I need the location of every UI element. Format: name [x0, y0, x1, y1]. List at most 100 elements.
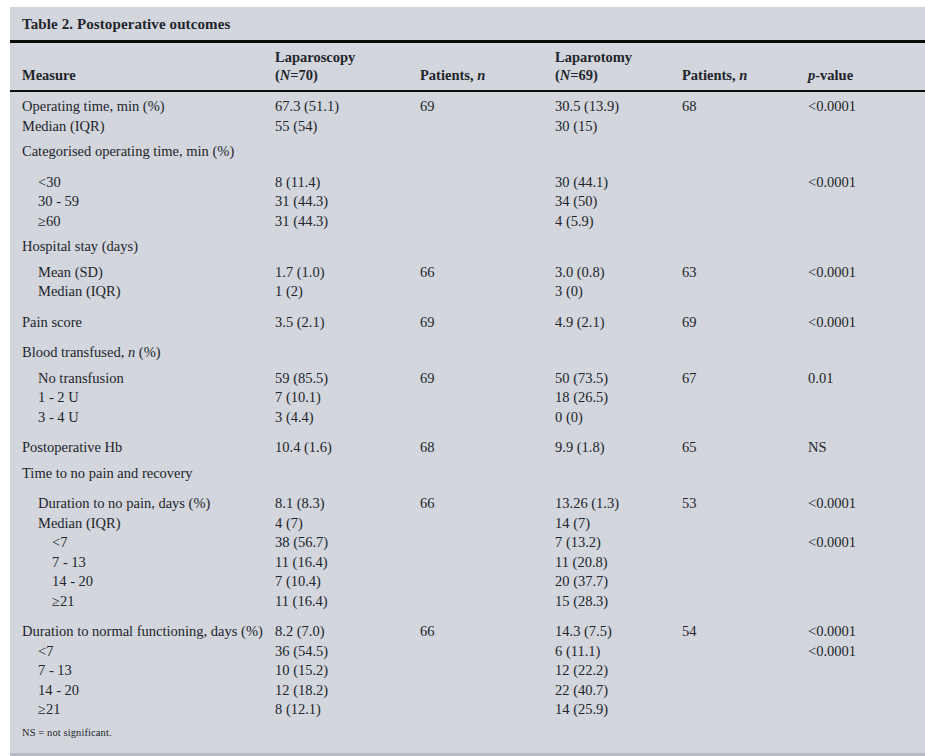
cell-laparotomy-value: 13.26 (1.3) — [555, 483, 682, 514]
cell-laparotomy-value: 4.9 (2.1) — [555, 302, 682, 333]
cell-p-value — [808, 332, 925, 363]
table-row: <7 38 (56.7) 7 (13.2) <0.0001 — [10, 533, 925, 553]
cell-laparotomy-value: 30 (44.1) — [555, 162, 682, 193]
cell-p-value: <0.0001 — [808, 302, 925, 333]
cell-laparoscopy-value: 10.4 (1.6) — [275, 427, 420, 458]
cell-patients-laparotomy — [682, 572, 808, 592]
table-row: ≥60 31 (44.3) 4 (5.9) — [10, 212, 925, 232]
cell-patients-laparoscopy — [420, 192, 555, 212]
cell-patients-laparoscopy: 66 — [420, 611, 555, 642]
cell-p-value — [808, 572, 925, 592]
cell-patients-laparoscopy — [420, 231, 555, 257]
cell-laparoscopy-value: 8.2 (7.0) — [275, 611, 420, 642]
cell-measure: <7 — [10, 533, 275, 553]
cell-patients-laparotomy: 65 — [682, 427, 808, 458]
cell-p-value — [808, 408, 925, 428]
table-row: 7 - 13 11 (16.4) 11 (20.8) — [10, 553, 925, 573]
postoperative-outcomes-table: Measure Laparoscopy (N=70) Patients, n L… — [10, 43, 925, 720]
cell-p-value: <0.0001 — [808, 162, 925, 193]
cell-laparoscopy-value: 10 (15.2) — [275, 661, 420, 681]
cell-measure: 1 - 2 U — [10, 388, 275, 408]
cell-measure: Postoperative Hb — [10, 427, 275, 458]
cell-patients-laparotomy: 63 — [682, 257, 808, 283]
cell-patients-laparotomy — [682, 642, 808, 662]
cell-patients-laparotomy — [682, 117, 808, 137]
cell-measure: 3 - 4 U — [10, 408, 275, 428]
cell-patients-laparoscopy — [420, 212, 555, 232]
cell-patients-laparotomy — [682, 533, 808, 553]
cell-laparotomy-value: 14.3 (7.5) — [555, 611, 682, 642]
laparoscopy-n-label: (N=70) — [275, 66, 420, 84]
cell-patients-laparoscopy — [420, 408, 555, 428]
cell-p-value — [808, 514, 925, 534]
col-header-patients-laparoscopy: Patients, n — [420, 43, 555, 91]
cell-laparotomy-value: 0 (0) — [555, 408, 682, 428]
cell-laparoscopy-value — [275, 136, 420, 162]
table-row: Duration to normal functioning, days (%)… — [10, 611, 925, 642]
cell-p-value — [808, 117, 925, 137]
cell-laparoscopy-value — [275, 332, 420, 363]
cell-p-value — [808, 661, 925, 681]
cell-measure: Hospital stay (days) — [10, 231, 275, 257]
table-row: <7 36 (54.5) 6 (11.1) <0.0001 — [10, 642, 925, 662]
cell-measure: Median (IQR) — [10, 282, 275, 302]
cell-patients-laparotomy: 68 — [682, 91, 808, 117]
table-row: 7 - 13 10 (15.2) 12 (22.2) — [10, 661, 925, 681]
cell-laparotomy-value — [555, 458, 682, 484]
cell-p-value — [808, 458, 925, 484]
cell-patients-laparoscopy — [420, 661, 555, 681]
cell-patients-laparoscopy: 69 — [420, 363, 555, 389]
cell-laparotomy-value: 9.9 (1.8) — [555, 427, 682, 458]
cell-laparotomy-value: 7 (13.2) — [555, 533, 682, 553]
cell-patients-laparoscopy: 66 — [420, 257, 555, 283]
cell-patients-laparotomy — [682, 700, 808, 720]
cell-laparoscopy-value: 31 (44.3) — [275, 212, 420, 232]
table-body: Operating time, min (%) 67.3 (51.1) 69 3… — [10, 91, 925, 720]
cell-laparoscopy-value: 1 (2) — [275, 282, 420, 302]
cell-patients-laparotomy — [682, 661, 808, 681]
table-row: Hospital stay (days) — [10, 231, 925, 257]
cell-patients-laparotomy — [682, 514, 808, 534]
table-title: Table 2. Postoperative outcomes — [10, 7, 925, 40]
cell-patients-laparoscopy — [420, 332, 555, 363]
cell-laparoscopy-value: 4 (7) — [275, 514, 420, 534]
cell-patients-laparoscopy — [420, 533, 555, 553]
cell-measure: Duration to no pain, days (%) — [10, 483, 275, 514]
cell-laparoscopy-value: 8.1 (8.3) — [275, 483, 420, 514]
cell-laparotomy-value: 3.0 (0.8) — [555, 257, 682, 283]
cell-patients-laparotomy — [682, 681, 808, 701]
table-row: 3 - 4 U 3 (4.4) 0 (0) — [10, 408, 925, 428]
cell-measure: ≥21 — [10, 700, 275, 720]
cell-patients-laparoscopy — [420, 282, 555, 302]
col-header-patients-laparotomy: Patients, n — [682, 43, 808, 91]
cell-measure: Duration to normal functioning, days (%) — [10, 611, 275, 642]
table-row: Pain score 3.5 (2.1) 69 4.9 (2.1) 69 <0.… — [10, 302, 925, 333]
header-row: Measure Laparoscopy (N=70) Patients, n L… — [10, 43, 925, 91]
cell-p-value — [808, 282, 925, 302]
cell-laparotomy-value: 50 (73.5) — [555, 363, 682, 389]
cell-laparoscopy-value: 3 (4.4) — [275, 408, 420, 428]
cell-laparotomy-value: 4 (5.9) — [555, 212, 682, 232]
table-row: Time to no pain and recovery — [10, 458, 925, 484]
cell-laparoscopy-value: 11 (16.4) — [275, 592, 420, 612]
cell-p-value — [808, 592, 925, 612]
col-header-p-value: p-value — [808, 43, 925, 91]
cell-patients-laparotomy — [682, 332, 808, 363]
cell-laparoscopy-value: 8 (12.1) — [275, 700, 420, 720]
cell-measure: 14 - 20 — [10, 681, 275, 701]
cell-p-value: <0.0001 — [808, 257, 925, 283]
cell-patients-laparotomy: 69 — [682, 302, 808, 333]
cell-patients-laparoscopy — [420, 162, 555, 193]
cell-measure: 7 - 13 — [10, 553, 275, 573]
col-header-measure: Measure — [10, 43, 275, 91]
cell-patients-laparoscopy — [420, 136, 555, 162]
cell-measure: Blood transfused, n (%) — [10, 332, 275, 363]
cell-patients-laparotomy — [682, 162, 808, 193]
cell-measure: 14 - 20 — [10, 572, 275, 592]
cell-laparoscopy-value: 55 (54) — [275, 117, 420, 137]
cell-patients-laparotomy — [682, 231, 808, 257]
cell-p-value: <0.0001 — [808, 533, 925, 553]
cell-laparotomy-value: 34 (50) — [555, 192, 682, 212]
cell-patients-laparoscopy — [420, 553, 555, 573]
cell-laparotomy-value — [555, 136, 682, 162]
